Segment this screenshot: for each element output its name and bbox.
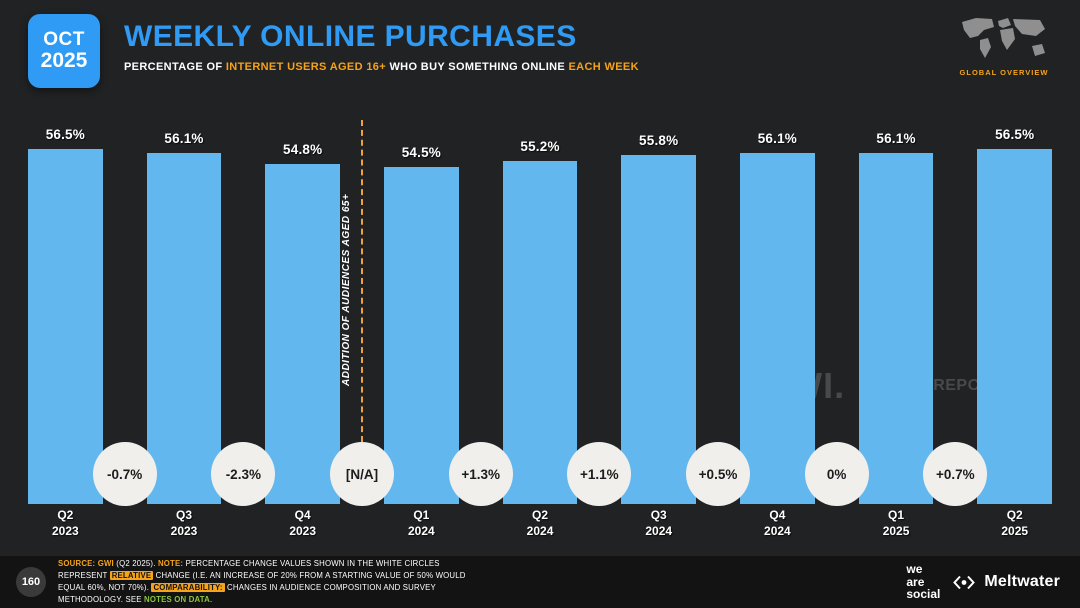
bar-column: 55.8% [621, 112, 697, 504]
bar-column: 56.1% [740, 112, 815, 504]
text-segment: RELATIVE [109, 570, 154, 580]
annotation-divider-line [361, 120, 363, 442]
bar-value-label: 56.5% [995, 127, 1035, 142]
link-text[interactable]: NOTES ON DATA [144, 595, 210, 605]
category-label: Q2 2024 [526, 508, 554, 538]
bar [146, 153, 222, 504]
change-badge: [N/A] [330, 442, 394, 506]
change-badge: +0.5% [686, 442, 750, 506]
bar-column: 54.5% [384, 112, 459, 504]
bar [502, 161, 578, 504]
source-notes: SOURCE: GWI (Q2 2025). NOTE: PERCENTAGE … [58, 558, 470, 606]
bar-value-label: 54.5% [401, 145, 441, 160]
text-segment: (Q2 2025). [116, 558, 158, 568]
bar-value-label: 55.8% [639, 133, 679, 148]
text-segment: PERCENTAGE CHANGE VALUES SHOWN IN THE WH… [58, 558, 440, 580]
text-segment: COMPARABILITY: [151, 583, 225, 592]
bar-value-label: 55.2% [520, 139, 560, 154]
bar [977, 149, 1053, 504]
category-label: Q1 2024 [408, 508, 435, 538]
text-segment: NOTE: [157, 558, 186, 568]
category-label: Q4 2024 [764, 508, 791, 538]
bar-column: 56.1% [858, 112, 934, 504]
bar [858, 153, 934, 504]
bars-row: 56.5% 56.1% 54.8% 54.5% 55.2% 55.8% 56.1% 56.1%… [28, 112, 1053, 504]
date-badge: OCT 2025 [28, 14, 100, 88]
bar-value-label: 56.1% [164, 131, 204, 146]
change-badge: -2.3% [211, 442, 276, 506]
category-label: Q2 2023 [51, 508, 79, 538]
date-year: 2025 [40, 48, 88, 72]
text-segment: INTERNET USERS AGED 16+ [225, 61, 390, 73]
text-segment: . [210, 595, 213, 605]
page-number-badge: 160 [16, 567, 46, 597]
category-labels-row: Q2 2023 Q3 2023 Q4 2023 Q1 2024 Q2 2024 Q3 2024 Q4 20… [28, 508, 1052, 539]
bar-chart: 56.5% 56.1% 54.8% 54.5% 55.2% 55.8% 56.1% 56.1%… [28, 112, 1053, 506]
region-block: GLOBAL OVERVIEW [954, 16, 1054, 77]
text-segment: WHO BUY SOMETHING ONLINE [389, 61, 569, 73]
link-text[interactable]: GWI [97, 558, 117, 568]
bar-value-label: 54.8% [283, 142, 323, 157]
bar-column: 56.5% [28, 112, 103, 504]
change-badge: +1.1% [567, 442, 632, 506]
text-segment: EACH WEEK [568, 61, 639, 73]
bar-value-label: 56.1% [876, 131, 916, 146]
bar-value-label: 56.5% [45, 127, 85, 142]
category-label: Q3 2023 [170, 508, 198, 538]
meltwater-logo: Meltwater [952, 573, 1060, 591]
meltwater-text: Meltwater [984, 573, 1061, 590]
we-are-social-logo: we are social [906, 563, 940, 601]
title-block: WEEKLY ONLINE PURCHASES PERCENTAGE OF IN… [124, 14, 639, 88]
was-line-1: we [906, 562, 923, 577]
bar-column: 56.5% [977, 112, 1053, 504]
footer: 160 SOURCE: GWI (Q2 2025). NOTE: PERCENT… [0, 556, 1080, 608]
bar [621, 155, 697, 504]
region-label: GLOBAL OVERVIEW [959, 68, 1049, 77]
text-segment: SOURCE: [58, 558, 98, 568]
change-badge: +1.3% [448, 442, 513, 506]
was-line-2: are [906, 574, 925, 589]
annotation-label: ADDITION OF AUDIENCES AGED 65+ [341, 193, 352, 387]
text-segment: PERCENTAGE OF [124, 61, 226, 73]
change-badge: 0% [804, 442, 869, 506]
bar [28, 149, 103, 504]
text-segment: CHANGE (I.E. AN INCREASE OF 20% FROM A S… [58, 570, 466, 592]
text-segment: CHANGES IN AUDIENCE COMPOSITION AND SURV… [58, 583, 436, 605]
change-badge: +0.7% [923, 442, 988, 506]
header: OCT 2025 WEEKLY ONLINE PURCHASES PERCENT… [28, 14, 639, 88]
category-label: Q4 2023 [289, 508, 317, 538]
bar-column: 56.1% [146, 112, 222, 504]
world-map-icon [962, 18, 1045, 58]
page-subtitle: PERCENTAGE OF INTERNET USERS AGED 16+ WH… [124, 61, 639, 73]
category-label: Q3 2024 [645, 508, 673, 538]
bar-column: 55.2% [502, 112, 578, 504]
bar [384, 167, 459, 504]
bar-column: 54.8% [265, 112, 341, 504]
category-label: Q1 2025 [882, 508, 910, 538]
date-month: OCT [43, 29, 85, 50]
was-line-3: social [906, 587, 941, 602]
bar-value-label: 56.1% [757, 131, 797, 146]
change-badge: -0.7% [92, 442, 157, 506]
bar [265, 164, 341, 504]
bar [740, 153, 815, 504]
page-title: WEEKLY ONLINE PURCHASES [124, 20, 577, 53]
category-label: Q2 2025 [1001, 508, 1029, 538]
meltwater-mark-icon [953, 575, 976, 589]
